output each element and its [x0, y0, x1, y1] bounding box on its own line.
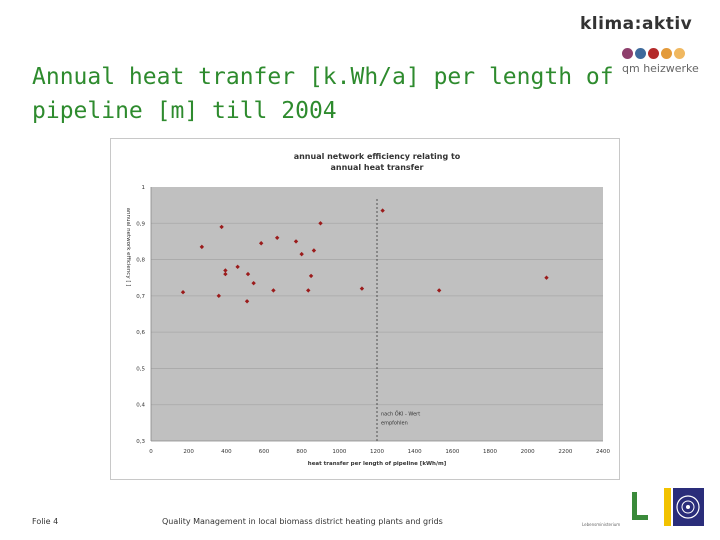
data-point: [199, 244, 205, 250]
footer-slide-number: Folie 4: [32, 517, 59, 526]
chart-title: annual network efficiency relating to: [294, 152, 461, 161]
data-point: [245, 271, 251, 277]
data-point: [380, 208, 385, 213]
y-tick-label: 0,4: [136, 403, 145, 409]
logo-dot: [635, 48, 646, 59]
logo-dot: [661, 48, 672, 59]
x-axis-label: heat transfer per length of pipeline [kW…: [308, 461, 447, 467]
x-tick-label: 1600: [445, 449, 459, 455]
x-tick-label: 1800: [483, 449, 497, 455]
data-point: [235, 264, 240, 270]
y-tick-label: 0,9: [136, 221, 145, 227]
x-tick-label: 1400: [408, 449, 422, 455]
x-tick-label: 200: [183, 449, 194, 455]
data-point: [544, 275, 549, 280]
data-point: [306, 288, 311, 293]
data-point: [223, 271, 228, 277]
y-tick-label: 0,8: [136, 258, 145, 264]
ministry-logo-icon: [632, 492, 648, 520]
y-tick-label: 0,6: [136, 330, 145, 336]
data-point: [216, 293, 221, 299]
data-point: [436, 288, 442, 293]
data-point: [359, 286, 365, 291]
data-point: [251, 280, 256, 286]
footer-text: Quality Management in local biomass dist…: [162, 517, 443, 526]
y-tick-label: 0,5: [136, 366, 145, 372]
chart-frame: 0,3 0,4 0,5 0,6 0,7 0,8 0,9 1 0 200 400 600 800 1000 1…: [110, 138, 620, 480]
y-axis-label: annual network efficiency [ ]: [125, 208, 131, 287]
klima-aktiv-logo: klima:aktiv qm heizwerke: [580, 14, 710, 75]
data-point: [219, 224, 224, 230]
logo-brand: klima:aktiv: [580, 14, 693, 34]
data-point: [274, 235, 280, 240]
scatter-chart: 0,3 0,4 0,5 0,6 0,7 0,8 0,9 1 0 200 400 600 800 1000 1…: [125, 152, 610, 467]
x-tick-label: 800: [296, 449, 307, 455]
data-point: [299, 251, 304, 257]
logo-dot: [648, 48, 659, 59]
data-point: [180, 290, 186, 295]
x-tick-label: 1200: [370, 449, 384, 455]
x-tick-label: 0: [149, 449, 153, 455]
x-tick-label: 2200: [558, 449, 572, 455]
y-tick-label: 0,7: [136, 294, 145, 300]
x-tick-label: 600: [259, 449, 270, 455]
data-point: [271, 288, 276, 293]
annotation-text: nach ÖKI - Wert: [381, 411, 420, 418]
data-point: [308, 273, 314, 279]
data-point: [258, 241, 264, 246]
footer-small-text: Lebensministerium: [582, 522, 621, 527]
logo-dot: [674, 48, 685, 59]
data-point: [244, 299, 250, 304]
data-point: [293, 239, 299, 244]
annotation-text: empfohlen: [381, 421, 408, 427]
data-point: [318, 221, 323, 226]
data-point: [311, 248, 317, 253]
slide-title: Annual heat tranfer [k.Wh/a] per length …: [32, 64, 614, 124]
x-tick-label: 2000: [521, 449, 535, 455]
x-tick-label: 1000: [332, 449, 346, 455]
data-point: [223, 268, 228, 273]
logo-dots: [622, 48, 685, 59]
partner-logo-icon: [664, 488, 704, 526]
y-tick-label: 1: [142, 185, 146, 191]
logo-subtitle: qm heizwerke: [622, 62, 699, 75]
chart-title: annual heat transfer: [330, 163, 423, 172]
logo-dot: [622, 48, 633, 59]
y-tick-label: 0,3: [136, 439, 145, 445]
x-tick-label: 2400: [596, 449, 610, 455]
x-tick-label: 400: [221, 449, 232, 455]
plot-area: [151, 187, 603, 441]
